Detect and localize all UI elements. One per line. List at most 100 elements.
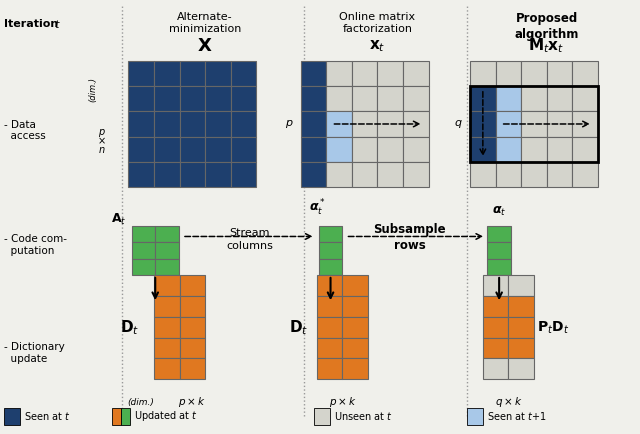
Bar [487, 242, 511, 259]
Bar [403, 161, 429, 187]
Bar [129, 86, 154, 112]
Bar [403, 137, 429, 161]
Bar [179, 296, 205, 317]
Bar [470, 61, 495, 86]
Bar [156, 242, 179, 259]
Bar [521, 86, 547, 112]
Bar [317, 276, 342, 296]
Bar [521, 61, 547, 86]
Text: $p \times k$: $p \times k$ [179, 395, 206, 409]
Bar [129, 161, 154, 187]
Bar [467, 408, 483, 424]
Bar [326, 112, 352, 137]
Bar [470, 137, 495, 161]
Bar [572, 61, 598, 86]
Bar [352, 86, 378, 112]
Text: Online matrix
factorization: Online matrix factorization [339, 12, 415, 34]
Bar [230, 61, 256, 86]
Bar [230, 112, 256, 137]
Bar [179, 317, 205, 338]
Bar [572, 112, 598, 137]
Bar [154, 338, 179, 358]
Text: - Code com-
  putation: - Code com- putation [4, 234, 67, 256]
Bar [314, 408, 330, 424]
Text: Seen at $t$+1: Seen at $t$+1 [487, 411, 547, 422]
Bar [179, 86, 205, 112]
Bar [154, 61, 179, 86]
Bar [378, 86, 403, 112]
Text: $q \times k$: $q \times k$ [495, 395, 522, 409]
Bar [547, 86, 572, 112]
Text: $p \times k$: $p \times k$ [328, 395, 356, 409]
Bar [179, 161, 205, 187]
Bar [154, 317, 179, 338]
Bar [205, 61, 230, 86]
Text: $p$: $p$ [98, 127, 106, 138]
Bar [352, 112, 378, 137]
Bar [508, 338, 534, 358]
Bar [508, 276, 534, 296]
Bar [317, 296, 342, 317]
Bar [129, 137, 154, 161]
Bar [572, 86, 598, 112]
Bar [301, 161, 326, 187]
Bar [230, 137, 256, 161]
Bar [342, 338, 368, 358]
Bar [154, 358, 179, 379]
Bar [121, 408, 130, 424]
Bar [319, 242, 342, 259]
Bar [378, 112, 403, 137]
Bar [378, 61, 403, 86]
Bar [179, 112, 205, 137]
Text: $\mathbf{P}_t\mathbf{D}_t$: $\mathbf{P}_t\mathbf{D}_t$ [537, 319, 570, 335]
Text: Stream
columns: Stream columns [227, 228, 273, 251]
Bar [154, 137, 179, 161]
Bar [113, 408, 121, 424]
Bar [317, 358, 342, 379]
Bar [154, 86, 179, 112]
Bar [495, 61, 521, 86]
Bar [179, 358, 205, 379]
Text: $\mathbf{M}_t\mathbf{x}_t$: $\mathbf{M}_t\mathbf{x}_t$ [529, 37, 565, 56]
Bar [342, 296, 368, 317]
Bar [483, 317, 508, 338]
Bar [129, 112, 154, 137]
Bar [179, 338, 205, 358]
Bar [495, 161, 521, 187]
Bar [205, 137, 230, 161]
Text: Alternate-
minimization: Alternate- minimization [169, 12, 241, 34]
Bar [352, 61, 378, 86]
Text: $\boldsymbol{\alpha}_t$: $\boldsymbol{\alpha}_t$ [492, 205, 506, 218]
Bar [403, 86, 429, 112]
Text: Unseen at $t$: Unseen at $t$ [334, 411, 393, 422]
Text: $n$: $n$ [98, 145, 106, 155]
Bar [301, 86, 326, 112]
Text: Subsample
rows: Subsample rows [373, 223, 445, 252]
Text: (dim.): (dim.) [128, 398, 155, 407]
Text: $\mathbf{X}$: $\mathbf{X}$ [197, 37, 213, 55]
Text: Seen at $t$: Seen at $t$ [24, 411, 71, 422]
Text: Proposed
algorithm: Proposed algorithm [515, 12, 579, 40]
Bar [352, 137, 378, 161]
Bar [470, 86, 495, 112]
Bar [132, 259, 156, 275]
Text: - Data
  access: - Data access [4, 120, 45, 141]
Bar [4, 408, 20, 424]
Bar [205, 161, 230, 187]
Bar [342, 317, 368, 338]
Bar [205, 112, 230, 137]
Bar [487, 259, 511, 275]
Bar [317, 338, 342, 358]
Bar [403, 112, 429, 137]
Bar [470, 161, 495, 187]
Bar [301, 112, 326, 137]
Bar [156, 226, 179, 242]
Text: Updated at $t$: Updated at $t$ [134, 409, 198, 424]
Bar [156, 259, 179, 275]
Bar [483, 338, 508, 358]
Bar [179, 61, 205, 86]
Bar [547, 112, 572, 137]
Text: $\mathbf{x}_t$: $\mathbf{x}_t$ [369, 38, 386, 54]
Bar [470, 86, 598, 161]
Text: (dim.): (dim.) [89, 77, 98, 102]
